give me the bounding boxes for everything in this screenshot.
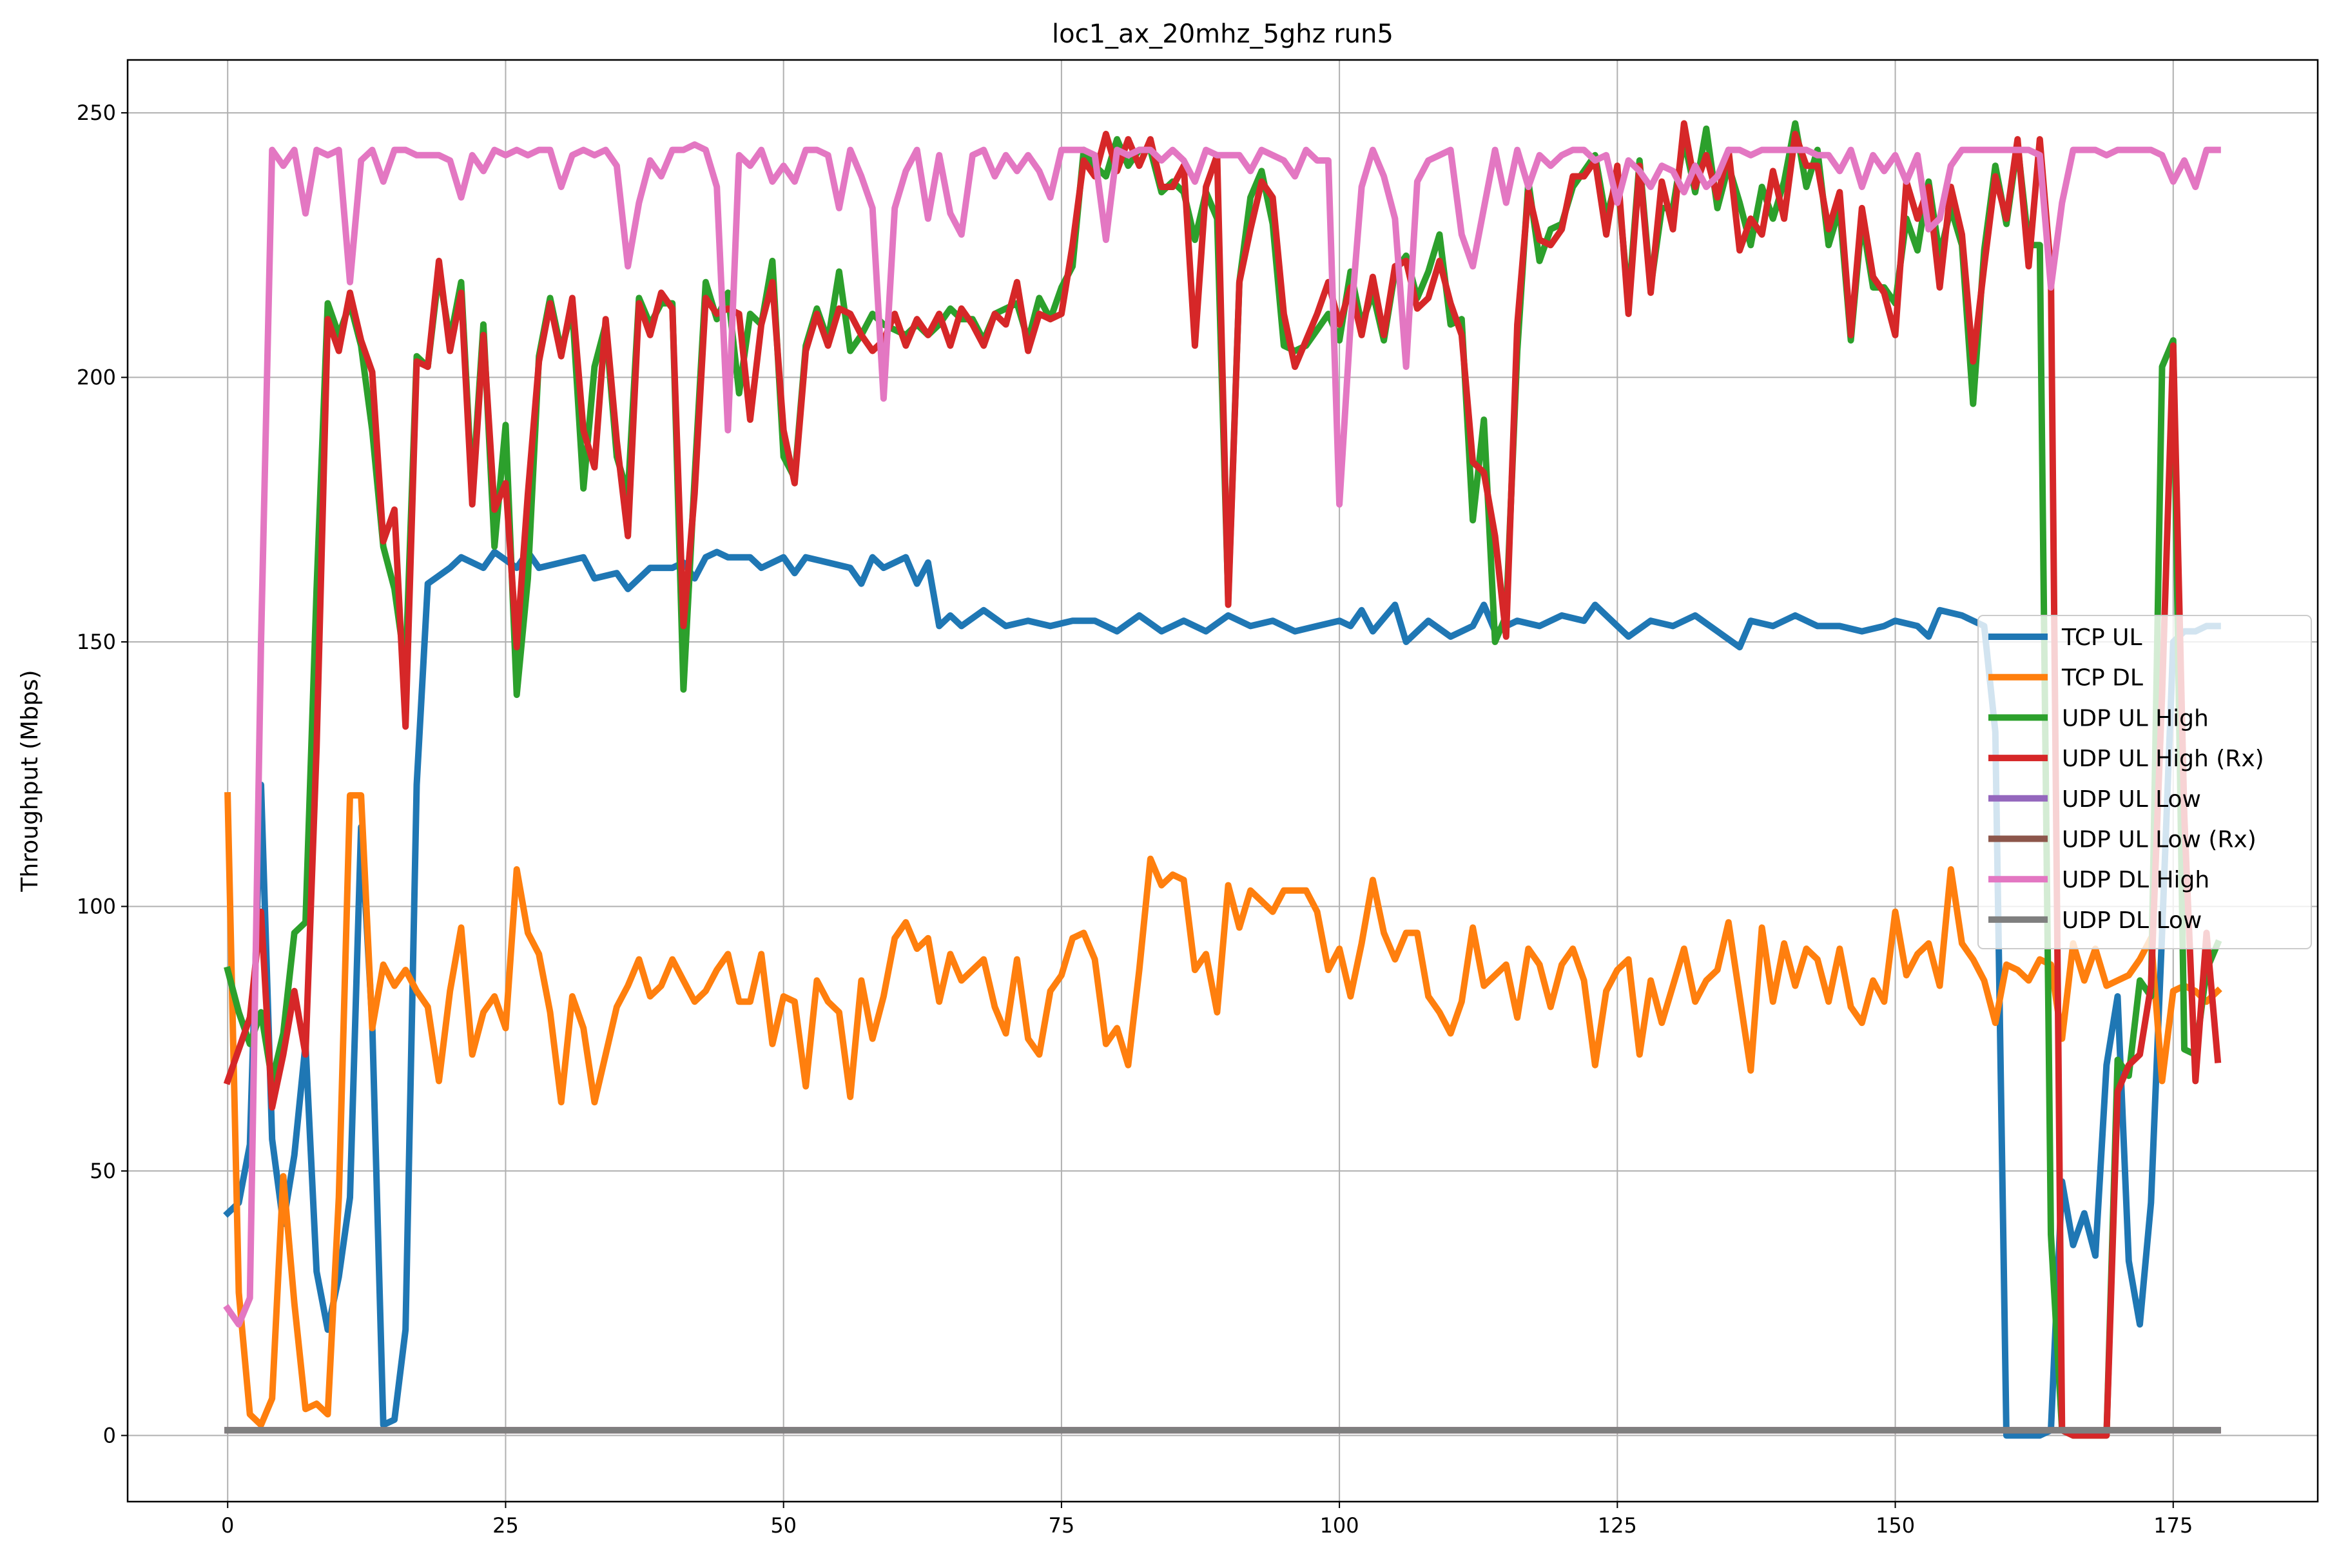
legend-label: UDP DL Low [2062,907,2202,934]
legend-label: UDP UL High (Rx) [2062,746,2264,772]
legend-label: UDP UL Low [2062,786,2201,813]
x-tick-label: 150 [1876,1513,1915,1538]
y-axis-title: Throughput (Mbps) [17,670,43,892]
x-tick-label: 125 [1598,1513,1637,1538]
series-line-1 [224,791,2222,1428]
y-tick-label: 150 [77,630,116,654]
x-tick-label: 0 [221,1513,234,1538]
x-tick-label: 75 [1049,1513,1075,1538]
legend: TCP UL TCP DL UDP UL High UDP UL High (Rx) U… [1977,615,2312,949]
y-tick-label: 200 [77,365,116,390]
legend-label: UDP UL Low (Rx) [2062,827,2257,853]
legend-label: UDP DL High [2062,867,2209,893]
legend-box [1977,615,2312,949]
x-tick-label: 25 [492,1513,519,1538]
axis-ticks: 0 25 50 75 100 125 150 175 0 50 100 150 200 250 [77,101,2193,1538]
x-tick-label: 100 [1320,1513,1359,1538]
plot-area-border [126,59,2319,1503]
grid-lines [128,60,2318,1502]
y-tick-label: 0 [103,1423,116,1447]
series-line-0 [223,548,2221,1439]
series-line-6 [223,141,2221,1328]
y-tick-label: 50 [90,1159,116,1183]
legend-label: TCP UL [2061,624,2142,651]
legend-label: UDP UL High [2062,705,2209,731]
y-tick-label: 100 [77,894,116,918]
x-tick-label: 175 [2153,1513,2193,1538]
chart-title: loc1_ax_20mhz_5ghz run5 [1052,19,1393,49]
x-tick-label: 50 [770,1513,797,1538]
data-series [223,120,2222,1439]
legend-label: TCP DL [2061,665,2143,692]
series-line-3 [223,120,2222,1439]
y-tick-label: 250 [77,101,116,125]
